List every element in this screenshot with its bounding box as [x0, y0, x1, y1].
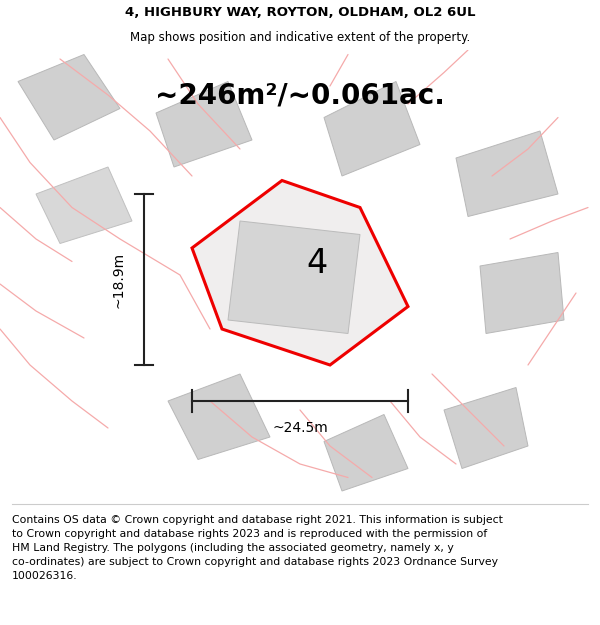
Polygon shape — [480, 253, 564, 334]
Text: ~246m²/~0.061ac.: ~246m²/~0.061ac. — [155, 81, 445, 109]
Polygon shape — [18, 54, 120, 140]
Text: Contains OS data © Crown copyright and database right 2021. This information is : Contains OS data © Crown copyright and d… — [12, 515, 503, 581]
Text: ~18.9m: ~18.9m — [112, 251, 126, 308]
Polygon shape — [192, 181, 408, 365]
Polygon shape — [36, 167, 132, 244]
Polygon shape — [228, 221, 360, 334]
Polygon shape — [324, 414, 408, 491]
Polygon shape — [324, 81, 420, 176]
Text: 4, HIGHBURY WAY, ROYTON, OLDHAM, OL2 6UL: 4, HIGHBURY WAY, ROYTON, OLDHAM, OL2 6UL — [125, 6, 475, 19]
Polygon shape — [444, 388, 528, 469]
Text: Map shows position and indicative extent of the property.: Map shows position and indicative extent… — [130, 31, 470, 44]
Polygon shape — [456, 131, 558, 216]
Text: 4: 4 — [307, 248, 328, 280]
Polygon shape — [156, 81, 252, 167]
Polygon shape — [168, 374, 270, 459]
Text: ~24.5m: ~24.5m — [272, 421, 328, 435]
